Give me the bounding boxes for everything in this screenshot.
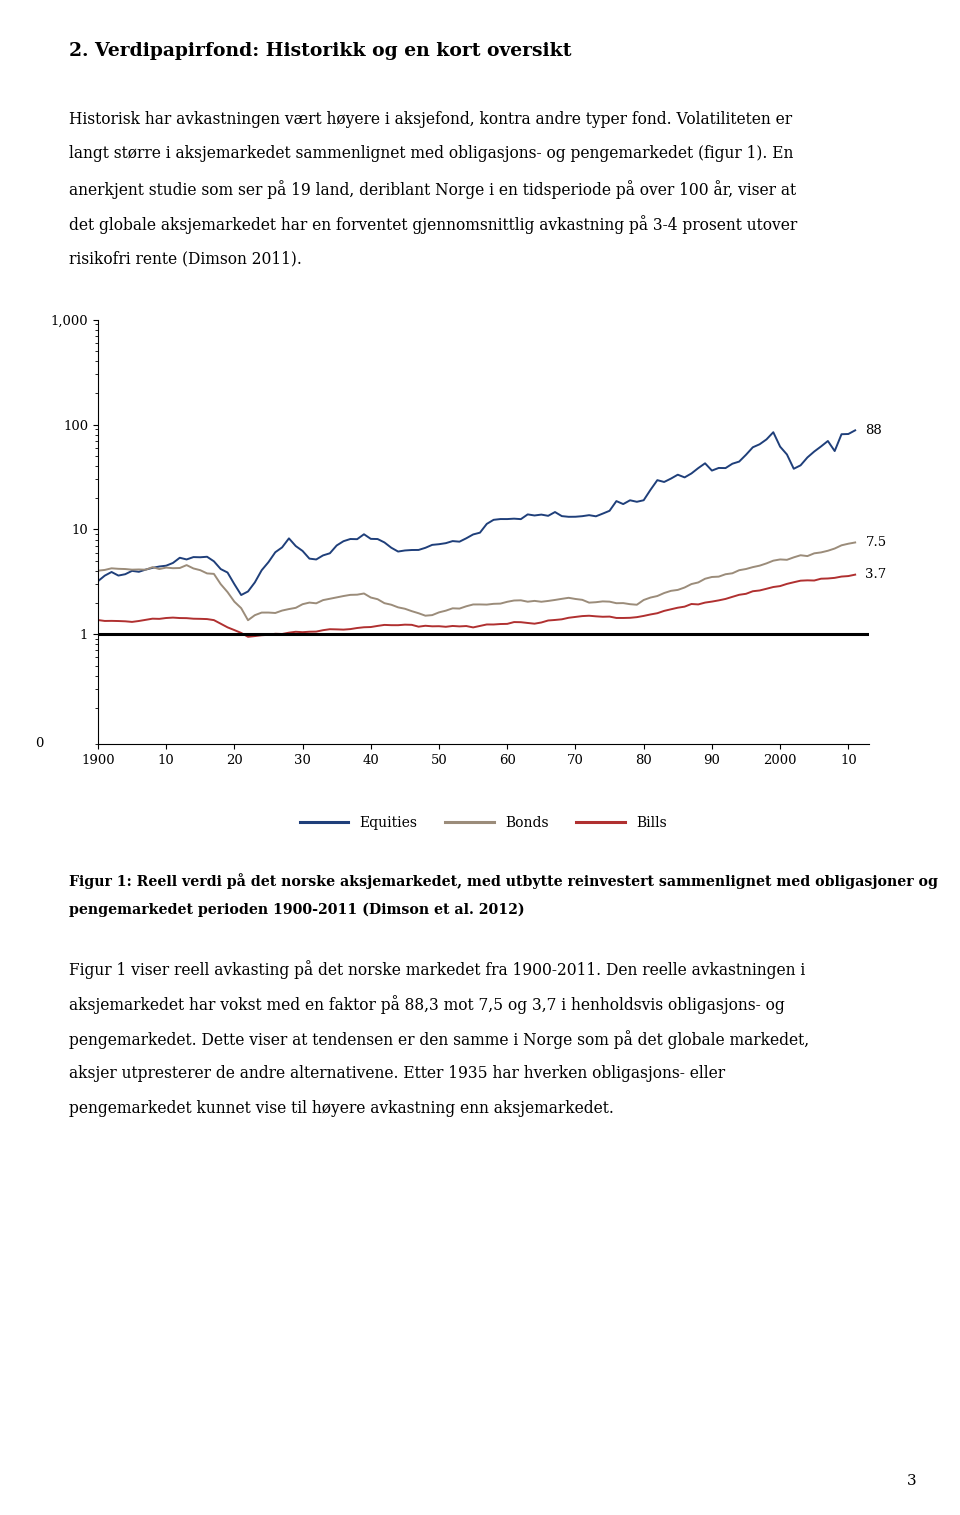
Equities (828, 442, 840, 461)
Bonds (242, 611, 253, 629)
Bills (645, 606, 657, 624)
Bills (685, 595, 697, 614)
Bills (850, 565, 861, 583)
Bills (242, 627, 253, 645)
Text: Figur 1 viser reell avkasting på det norske markedet fra 1900-2011. Den reelle a: Figur 1 viser reell avkasting på det nor… (69, 961, 805, 979)
Bonds (645, 588, 657, 606)
Text: 0: 0 (36, 738, 44, 750)
Text: Figur 1: Reell verdi på det norske aksjemarkedet, med utbytte reinvestert sammen: Figur 1: Reell verdi på det norske aksje… (69, 873, 938, 888)
Equities (235, 586, 247, 604)
Line: Equities: Equities (98, 430, 855, 595)
Bonds (611, 594, 622, 612)
Equities (645, 480, 657, 498)
Bills (828, 568, 840, 586)
Text: risikofri rente (Dimson 2011).: risikofri rente (Dimson 2011). (69, 250, 302, 267)
Text: 7.5: 7.5 (865, 536, 886, 548)
Bonds (685, 576, 697, 594)
Line: Bonds: Bonds (98, 542, 855, 620)
Line: Bills: Bills (98, 574, 855, 636)
Text: 88: 88 (865, 424, 882, 436)
Text: aksjer utpresterer de andre alternativene. Etter 1935 har hverken obligasjons- e: aksjer utpresterer de andre alternativen… (69, 1065, 725, 1082)
Text: Historisk har avkastningen vært høyere i aksjefond, kontra andre typer fond. Vol: Historisk har avkastningen vært høyere i… (69, 111, 792, 127)
Bills (611, 609, 622, 627)
Bills (365, 618, 376, 636)
Bonds (365, 588, 376, 606)
Text: 3.7: 3.7 (865, 568, 887, 582)
Equities (92, 573, 104, 591)
Text: langt større i aksjemarkedet sammenlignet med obligasjons- og pengemarkedet (fig: langt større i aksjemarkedet sammenligne… (69, 145, 794, 162)
Text: anerkjent studie som ser på 19 land, deriblant Norge i en tidsperiode på over 10: anerkjent studie som ser på 19 land, der… (69, 180, 796, 198)
Bills (92, 611, 104, 629)
Legend: Equities, Bonds, Bills: Equities, Bonds, Bills (295, 811, 672, 835)
Text: pengemarkedet perioden 1900-2011 (Dimson et al. 2012): pengemarkedet perioden 1900-2011 (Dimson… (69, 903, 525, 917)
Text: aksjemarkedet har vokst med en faktor på 88,3 mot 7,5 og 3,7 i henholdsvis oblig: aksjemarkedet har vokst med en faktor på… (69, 995, 785, 1014)
Bonds (92, 562, 104, 580)
Text: det globale aksjemarkedet har en forventet gjennomsnittlig avkastning på 3-4 pro: det globale aksjemarkedet har en forvent… (69, 215, 798, 233)
Equities (522, 506, 534, 524)
Bills (522, 614, 534, 632)
Text: 2. Verdipapirfond: Historikk og en kort oversikt: 2. Verdipapirfond: Historikk og en kort … (69, 42, 571, 61)
Equities (685, 465, 697, 483)
Bonds (828, 539, 840, 558)
Bonds (850, 533, 861, 551)
Equities (611, 492, 622, 511)
Equities (850, 421, 861, 439)
Text: pengemarkedet kunnet vise til høyere avkastning enn aksjemarkedet.: pengemarkedet kunnet vise til høyere avk… (69, 1100, 614, 1117)
Text: pengemarkedet. Dette viser at tendensen er den samme i Norge som på det globale : pengemarkedet. Dette viser at tendensen … (69, 1030, 809, 1048)
Equities (365, 530, 376, 548)
Text: 3: 3 (907, 1474, 917, 1488)
Bonds (522, 592, 534, 611)
